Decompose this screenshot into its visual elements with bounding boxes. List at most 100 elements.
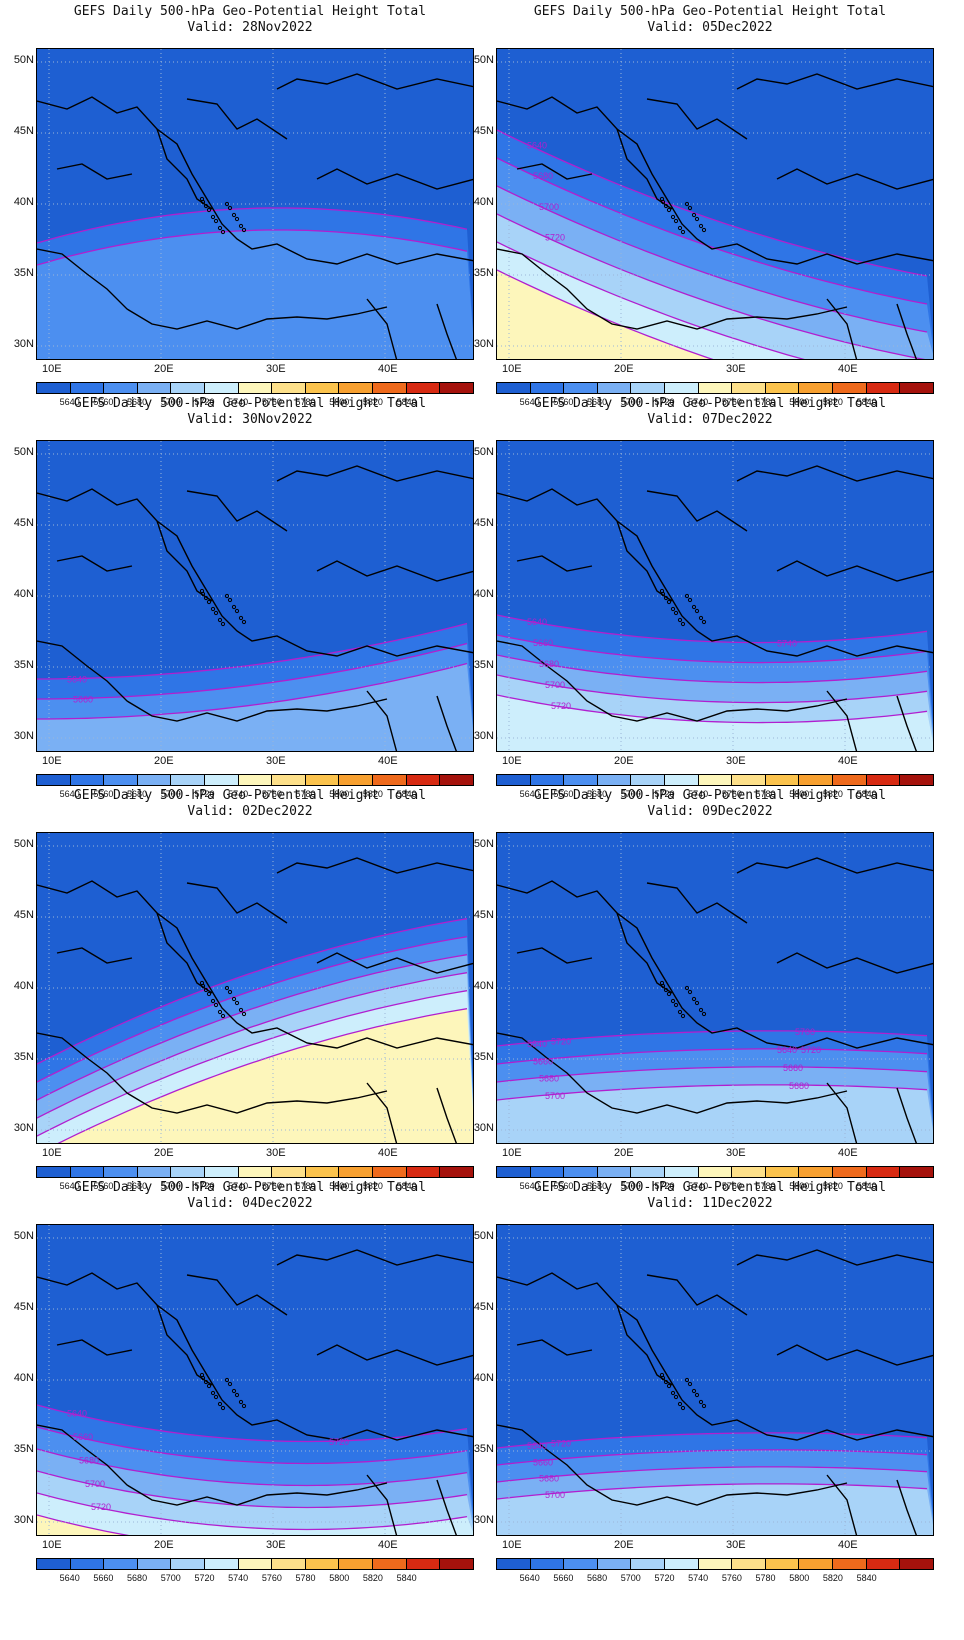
panel-valid-date: Valid: 05Dec2022 <box>647 20 773 35</box>
contour-line <box>37 207 468 244</box>
island <box>210 1390 216 1396</box>
lat-label: 50N <box>473 838 494 850</box>
contour-line <box>497 634 928 664</box>
coastline <box>316 1344 473 1366</box>
lat-label: 30N <box>473 1122 494 1134</box>
contour-line <box>37 229 468 266</box>
island <box>213 1002 219 1008</box>
panel-valid-date: Valid: 30Nov2022 <box>187 412 313 427</box>
colorbar-swatch <box>305 1559 340 1569</box>
lon-label: 30E <box>266 363 286 375</box>
island <box>670 214 676 220</box>
coastline <box>276 465 473 482</box>
coastline <box>497 1032 848 1114</box>
contour-label: 5660 <box>73 695 93 705</box>
lon-label: 10E <box>42 1539 62 1551</box>
contour-label: 5700 <box>545 1091 565 1101</box>
contour-line <box>37 642 468 700</box>
island <box>203 595 209 601</box>
colorbar-swatch <box>597 775 632 785</box>
colorbar-label: 5800 <box>789 789 810 799</box>
colorbar-swatch <box>70 383 105 393</box>
contour-label: 5700 <box>545 680 565 690</box>
colorbar-label: 5700 <box>160 1181 181 1191</box>
colorbar-label: 5760 <box>721 1573 742 1583</box>
coastline <box>37 1032 388 1114</box>
colorbar-swatch <box>765 1167 800 1177</box>
island <box>663 595 669 601</box>
map-area: 56405660568057005720574057605720 <box>36 1224 474 1536</box>
lon-label: 40E <box>378 755 398 767</box>
colorbar-swatch <box>339 383 374 393</box>
map-area: 5640 5680 5700 5720 <box>496 48 934 360</box>
colorbar-label: 5760 <box>721 1181 742 1191</box>
colorbar-label: 5840 <box>396 1181 417 1191</box>
colorbar-swatch <box>833 1559 867 1569</box>
colorbar-label: 5740 <box>688 397 709 407</box>
colorbar-swatch <box>171 1167 206 1177</box>
contour-label: 5660 <box>73 1432 93 1442</box>
island <box>677 1401 683 1407</box>
colorbar-label: 5660 <box>93 397 114 407</box>
colorbar-swatch <box>530 1167 565 1177</box>
panel-valid-date: Valid: 11Dec2022 <box>647 1196 773 1211</box>
colorbar-swatch <box>339 1167 374 1177</box>
coastline <box>826 1474 858 1535</box>
coastline <box>436 1479 458 1535</box>
colorbar-label: 5760 <box>261 397 282 407</box>
coastline <box>37 248 388 330</box>
lat-label: 30N <box>13 730 34 742</box>
lon-label: 10E <box>502 363 522 375</box>
lon-label: 10E <box>502 755 522 767</box>
colorbar-swatch <box>866 1167 901 1177</box>
lon-label: 10E <box>42 755 62 767</box>
lon-label: 30E <box>726 1539 746 1551</box>
island <box>227 597 233 603</box>
island <box>680 621 686 627</box>
colorbar-swatch <box>440 775 473 785</box>
colorbar-label: 5720 <box>194 397 215 407</box>
coastline <box>276 73 473 90</box>
island <box>206 207 212 213</box>
colorbar <box>36 1558 474 1570</box>
lat-label: 30N <box>473 338 494 350</box>
coastline <box>736 857 933 874</box>
panel-title: GEFS Daily 500-hPa Geo-Potential Height … <box>533 4 887 19</box>
lon-label: 30E <box>266 755 286 767</box>
island <box>670 1390 676 1396</box>
island <box>698 223 704 229</box>
colorbar-label: 5720 <box>194 1181 215 1191</box>
lon-label: 10E <box>42 363 62 375</box>
colorbar-label: 5700 <box>620 789 641 799</box>
contour-line <box>497 241 805 359</box>
colorbar-swatch <box>732 383 766 393</box>
coastline <box>896 1087 918 1143</box>
coastline <box>646 98 748 140</box>
colorbar-swatch <box>37 1559 71 1569</box>
colorbar-label: 5700 <box>620 397 641 407</box>
island <box>687 597 693 603</box>
island <box>677 225 683 231</box>
colorbar-swatch <box>137 383 172 393</box>
island <box>691 996 697 1002</box>
contour-label: 5680 <box>79 1455 99 1465</box>
colorbar-label: 5820 <box>822 397 843 407</box>
island <box>210 214 216 220</box>
height-field: 5640 5660 5680 5700 5720 5740 <box>497 441 933 751</box>
contour-line <box>497 654 928 684</box>
island <box>666 991 672 997</box>
coastline <box>616 1304 673 1386</box>
island <box>238 615 244 621</box>
contour-line <box>497 1466 928 1483</box>
coastline <box>56 163 133 180</box>
colorbar-swatch <box>272 383 306 393</box>
coastline <box>497 96 933 265</box>
colorbar-swatch <box>564 1167 598 1177</box>
colorbar-swatch <box>238 1559 273 1569</box>
coastline <box>436 1087 458 1143</box>
contour-label: 5680 <box>539 659 559 669</box>
colorbar-swatch <box>104 1167 138 1177</box>
colorbar-label: 5800 <box>329 1181 350 1191</box>
coastline <box>56 947 133 964</box>
island <box>206 599 212 605</box>
